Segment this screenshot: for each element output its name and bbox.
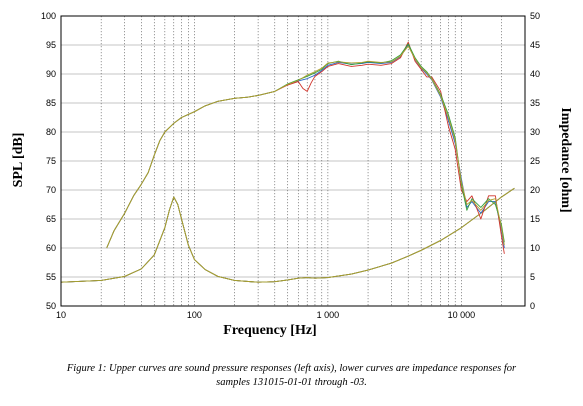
x-tick-label: 1 000 (317, 310, 340, 320)
grid-lines (61, 15, 525, 307)
right-y-tick-label: 15 (530, 214, 540, 224)
right-y-tick-label: 25 (530, 156, 540, 166)
left-y-tick-label: 55 (46, 272, 56, 282)
right-y-tick-label: 45 (530, 40, 540, 50)
left-y-tick-label: 95 (46, 40, 56, 50)
plot-frame (60, 15, 526, 307)
x-axis-title: Frequency [Hz] (223, 323, 316, 338)
left-y-tick-label: 80 (46, 127, 56, 137)
left-y-tick-label: 85 (46, 98, 56, 108)
right-y-tick-label: 30 (530, 127, 540, 137)
figure-caption: Figure 1: Upper curves are sound pressur… (0, 362, 583, 390)
left-y-tick-label: 75 (46, 156, 56, 166)
spl-curve (106, 45, 505, 249)
left-y-tick-label: 65 (46, 214, 56, 224)
x-tick-label: 10 000 (448, 310, 476, 320)
right-y-axis-title: Impedance [ohm] (558, 107, 573, 212)
x-tick-label: 10 (56, 310, 66, 320)
left-y-tick-label: 100 (41, 11, 56, 21)
left-y-tick-label: 60 (46, 243, 56, 253)
caption-line-1: Figure 1: Upper curves are sound pressur… (66, 363, 517, 374)
right-y-tick-label: 40 (530, 69, 540, 79)
right-y-tick-label: 0 (530, 301, 535, 311)
right-y-tick-label: 10 (530, 243, 540, 253)
left-y-tick-label: 90 (46, 69, 56, 79)
frequency-response-chart: 50 55 60 65 70 75 80 85 90 95 100 0 5 10 15 20 25 30 35 40 4… (11, 11, 573, 338)
x-tick-label: 100 (187, 310, 202, 320)
tick-labels: 50 55 60 65 70 75 80 85 90 95 100 0 5 10 15 20 25 30 35 40 4… (41, 11, 540, 320)
caption-line-2: samples 131015-01-01 through -03. (216, 377, 367, 388)
right-y-tick-label: 50 (530, 11, 540, 21)
impedance-curve (60, 187, 515, 283)
right-y-tick-label: 20 (530, 185, 540, 195)
right-y-tick-label: 5 (530, 272, 535, 282)
right-y-tick-label: 35 (530, 98, 540, 108)
left-y-tick-label: 50 (46, 301, 56, 311)
curves (60, 41, 515, 283)
left-y-axis-title: SPL [dB] (11, 133, 26, 188)
left-y-tick-label: 70 (46, 185, 56, 195)
